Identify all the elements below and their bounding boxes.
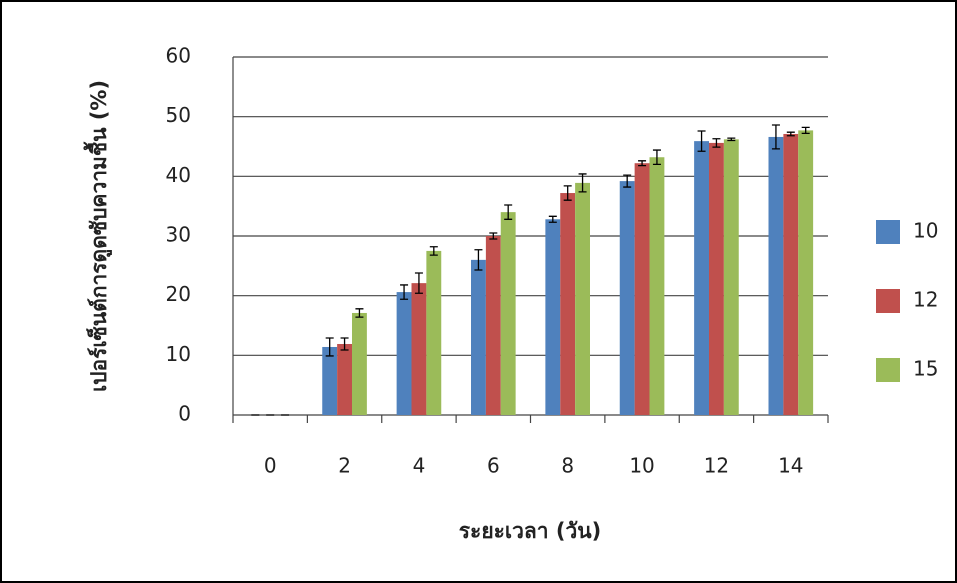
x-tick-label: 8 — [561, 454, 574, 478]
bar — [485, 236, 501, 415]
legend-swatch — [876, 289, 900, 313]
legend-swatch — [876, 220, 900, 244]
error-bar — [429, 246, 438, 256]
x-tick-label: 12 — [704, 454, 729, 478]
legend-label: 15 — [913, 357, 938, 381]
bar — [396, 292, 412, 415]
bar — [575, 182, 590, 415]
error-bar — [563, 185, 572, 201]
x-tick-label: 0 — [264, 454, 277, 478]
error-bar — [474, 249, 483, 271]
error-bar — [400, 284, 409, 300]
bar — [619, 181, 635, 415]
x-tick-label: 14 — [778, 454, 803, 478]
error-bar — [340, 337, 349, 351]
bar — [649, 157, 665, 416]
error-bar — [325, 337, 334, 357]
bar — [709, 142, 724, 416]
bar — [798, 130, 814, 415]
error-bar — [548, 215, 557, 223]
x-tick-label: 4 — [413, 454, 426, 478]
bar — [560, 193, 576, 415]
bar — [545, 219, 561, 415]
y-tick-label: 50 — [166, 103, 191, 127]
bar — [723, 139, 739, 415]
bar — [337, 343, 352, 415]
legend-label: 12 — [913, 288, 938, 312]
legend-label: 10 — [913, 219, 938, 243]
bar — [694, 141, 709, 415]
y-tick-label: 60 — [166, 44, 191, 68]
bar — [783, 133, 799, 415]
error-bar — [801, 126, 810, 135]
error-bar — [414, 272, 423, 294]
bar — [352, 312, 367, 415]
bar — [322, 346, 338, 415]
y-tick-label: 0 — [178, 402, 191, 426]
error-bar — [652, 149, 661, 166]
bar — [500, 212, 516, 415]
y-tick-label: 30 — [166, 223, 191, 247]
error-bar — [786, 131, 795, 137]
bar — [634, 163, 650, 415]
bar — [411, 283, 427, 415]
x-tick-label: 10 — [629, 454, 654, 478]
error-bar — [504, 204, 513, 220]
legend-swatch — [876, 358, 900, 382]
error-bar — [489, 232, 498, 240]
x-axis-title: ระยะเวลา (วัน) — [459, 519, 601, 543]
x-tick-label: 2 — [338, 454, 351, 478]
error-bar — [578, 173, 587, 193]
error-bar — [771, 124, 780, 150]
error-bar — [727, 137, 736, 142]
x-tick-label: 6 — [487, 454, 500, 478]
y-axis-title: เปอร์เซ็นต์การดูดซับความชื้น (%) — [83, 80, 113, 392]
bar — [768, 136, 784, 415]
bar — [426, 250, 442, 415]
error-bar — [712, 138, 721, 148]
error-bar — [638, 160, 647, 167]
error-bar — [355, 308, 364, 318]
y-tick-label: 20 — [166, 282, 191, 306]
bar — [471, 259, 486, 415]
error-bar — [623, 174, 632, 188]
error-bar — [697, 130, 706, 152]
y-tick-label: 40 — [166, 163, 191, 187]
y-tick-label: 10 — [166, 342, 191, 366]
